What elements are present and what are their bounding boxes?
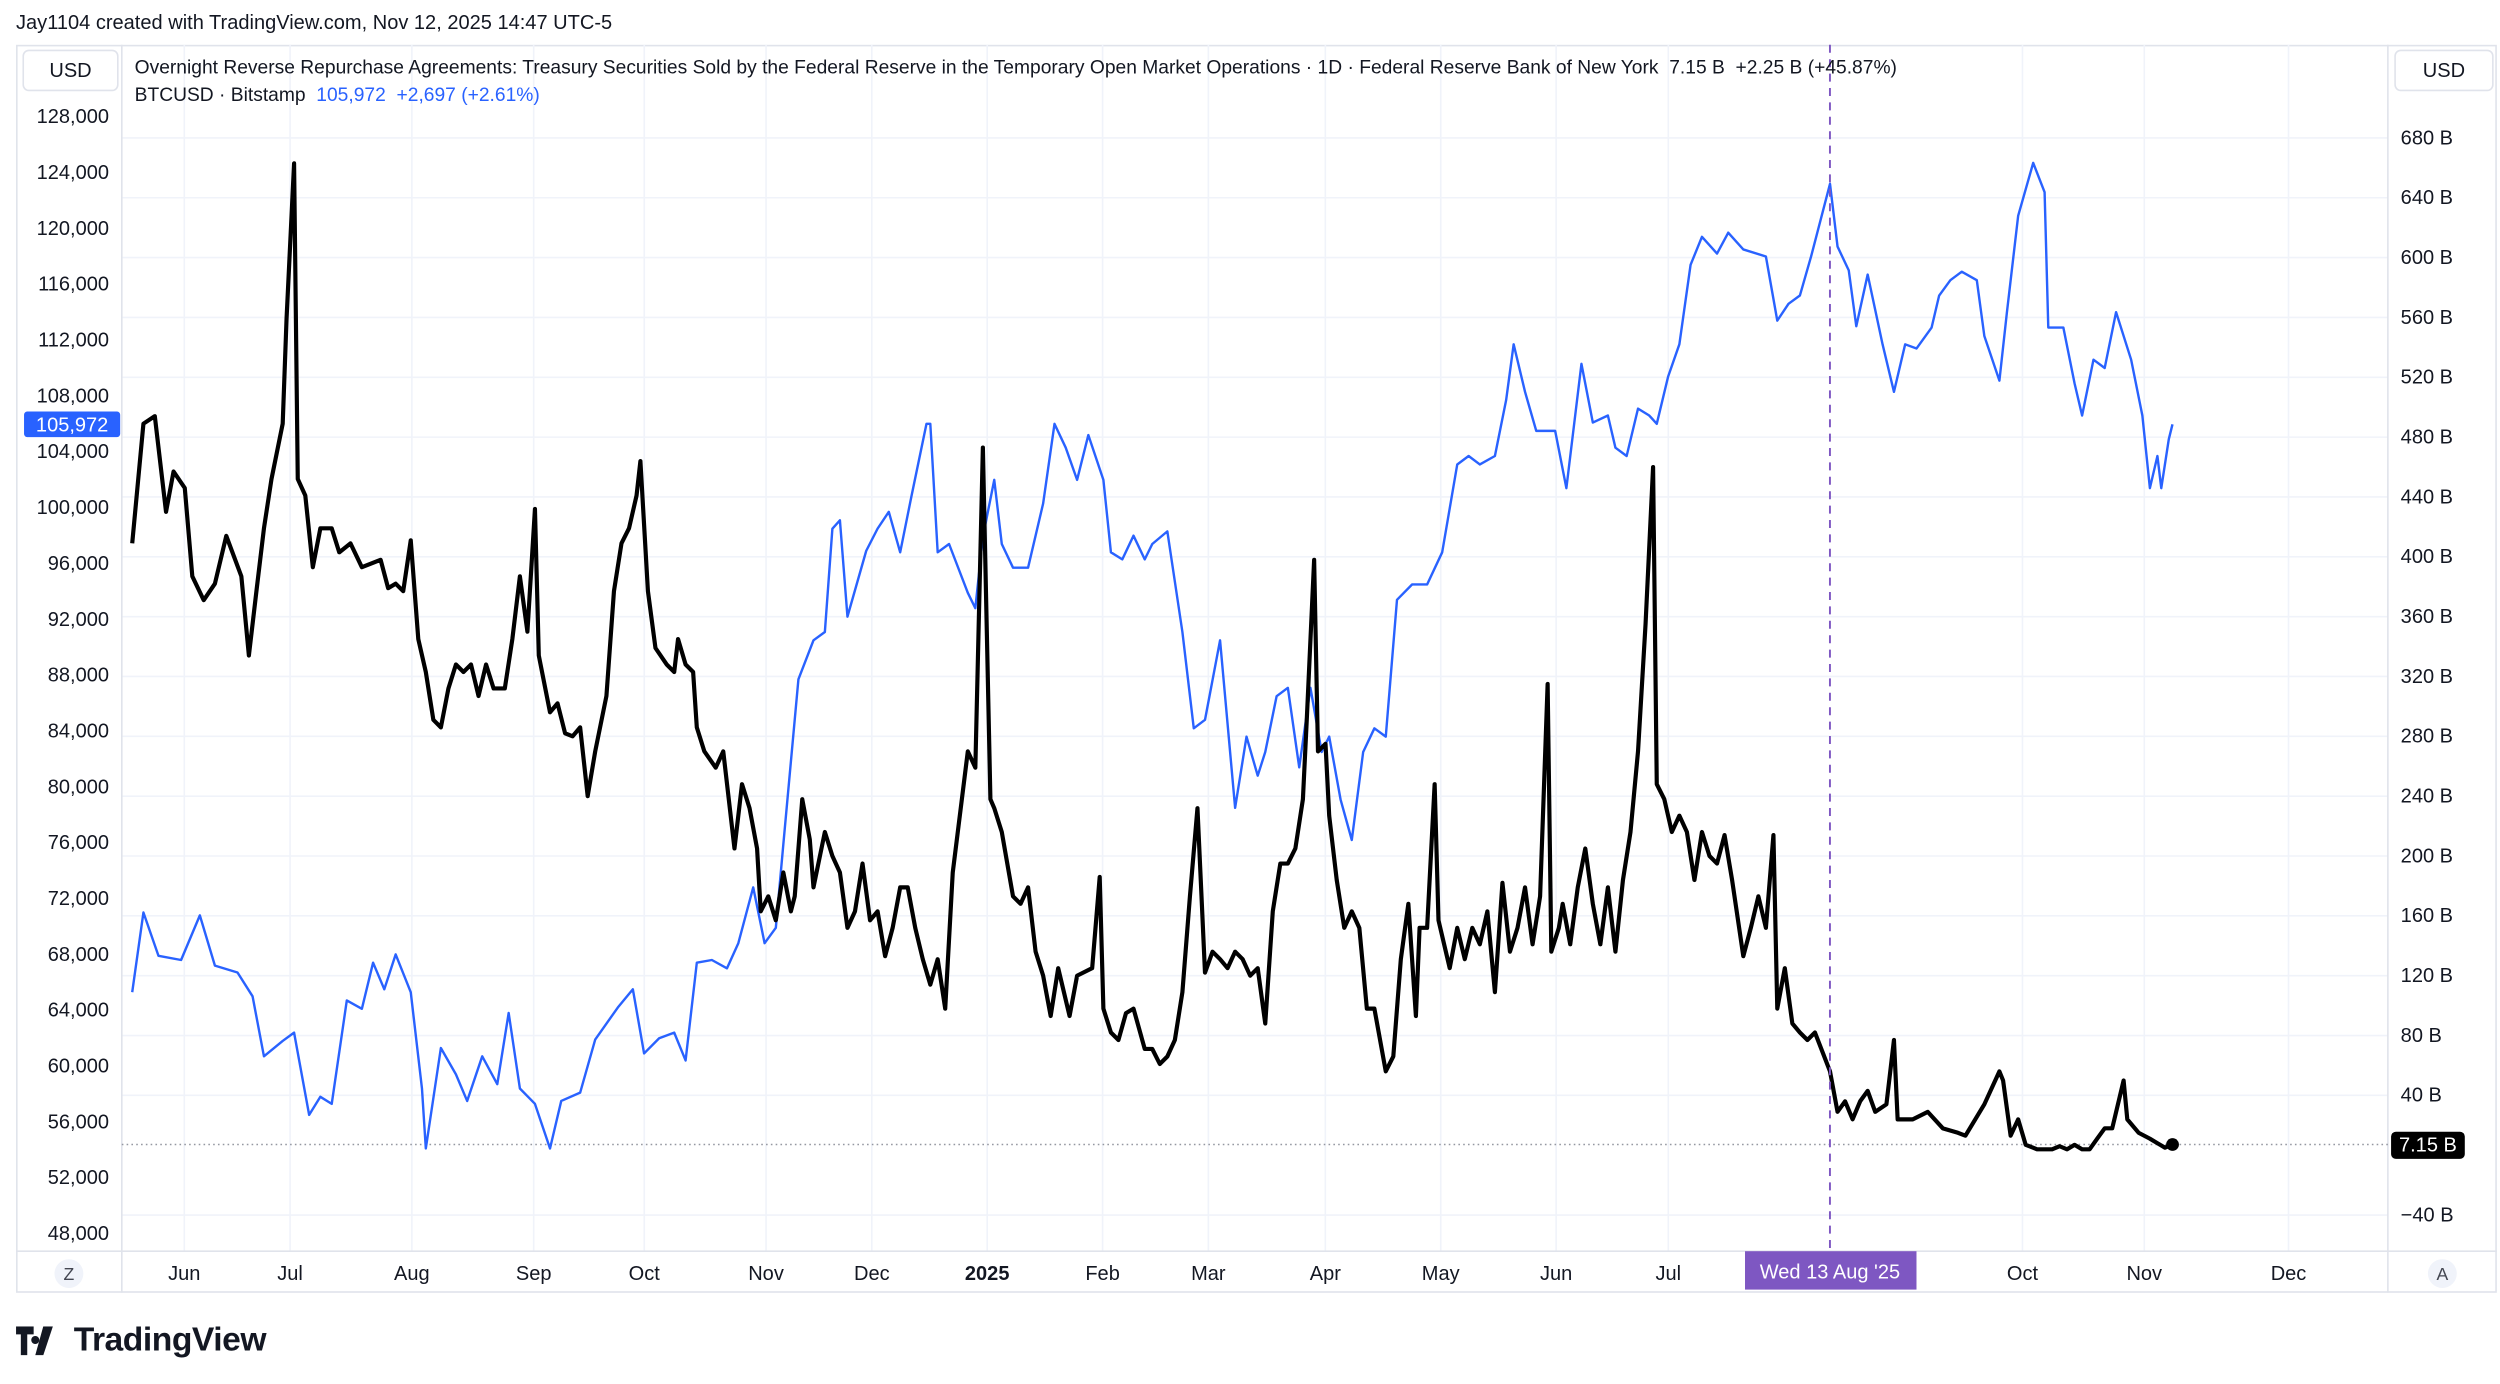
right-tick-label: 520 B — [2401, 367, 2453, 389]
left-tick-label: 72,000 — [48, 888, 109, 910]
svg-text:7.15 B: 7.15 B — [2399, 1135, 2457, 1157]
time-tick-label: Jul — [277, 1263, 303, 1285]
series-line-btcusd — [131, 161, 2174, 1150]
left-tick-label: 84,000 — [48, 720, 109, 742]
right-tick-label: 280 B — [2401, 726, 2453, 748]
left-tick-label: 64,000 — [48, 1000, 109, 1022]
right-tick-label: 640 B — [2401, 187, 2453, 209]
time-tick-label: Nov — [748, 1263, 784, 1285]
right-tick-label: 560 B — [2401, 307, 2453, 329]
left-tick-label: 80,000 — [48, 776, 109, 798]
btc-points — [132, 162, 2173, 1149]
left-tick-label: 96,000 — [48, 553, 109, 575]
auto-scale-left-button[interactable]: Z — [54, 1259, 84, 1288]
svg-text:A: A — [2436, 1264, 2448, 1284]
legend-rrp-value: 7.15 B — [1669, 56, 1725, 79]
left-tick-label: 56,000 — [48, 1111, 109, 1133]
right-axis-ticks: 680 B 640 B 600 B 560 B 520 B 480 B 440 B 400 B… — [2401, 127, 2454, 1226]
brand-name: TradingView — [73, 1321, 267, 1359]
tradingview-logo[interactable]: TradingView — [16, 1321, 267, 1360]
rrp-last-point — [2166, 1138, 2179, 1151]
time-tick-label: Dec — [2271, 1263, 2307, 1285]
left-tick-label: 88,000 — [48, 665, 109, 687]
right-tick-label: 440 B — [2401, 486, 2453, 508]
time-tick-label: Oct — [629, 1263, 661, 1285]
svg-text:Z: Z — [64, 1264, 75, 1284]
legend-btc[interactable]: BTCUSD · Bitstamp 105,972 +2,697 (+2.61%… — [135, 83, 540, 105]
tradingview-logo-icon — [16, 1326, 53, 1356]
time-axis-ticks: Jun Jul Aug Sep Oct Nov Dec 2025 Feb Mar Apr May Jun… — [168, 1263, 2306, 1285]
time-tick-label: Dec — [854, 1263, 890, 1285]
right-tick-label: 80 B — [2401, 1025, 2442, 1047]
left-tick-label: 108,000 — [37, 385, 109, 407]
time-tick-label: Mar — [1191, 1263, 1226, 1285]
right-tick-label: 40 B — [2401, 1085, 2442, 1107]
right-tick-label: 400 B — [2401, 546, 2453, 568]
legend-btc-change: +2,697 (+2.61%) — [396, 83, 540, 106]
svg-text:Wed 13 Aug '25: Wed 13 Aug '25 — [1760, 1261, 1900, 1283]
time-tick-label: 2025 — [965, 1263, 1010, 1285]
time-tick-label: May — [1422, 1263, 1460, 1285]
rrp-points — [132, 163, 2173, 1150]
time-tick-label: Oct — [2007, 1263, 2039, 1285]
time-tick-label: Sep — [516, 1263, 552, 1285]
right-tick-label: 200 B — [2401, 845, 2453, 867]
rrp-price-label: 7.15 B — [2391, 1131, 2465, 1159]
left-tick-label: 60,000 — [48, 1055, 109, 1077]
time-tick-label: Aug — [394, 1263, 430, 1285]
right-tick-label: 600 B — [2401, 247, 2453, 269]
auto-scale-right-button[interactable]: A — [2427, 1259, 2457, 1288]
right-tick-label: 320 B — [2401, 666, 2453, 688]
left-tick-label: 92,000 — [48, 609, 109, 631]
left-tick-label: 68,000 — [48, 944, 109, 966]
left-tick-label: 104,000 — [37, 441, 109, 463]
right-tick-label: 480 B — [2401, 427, 2453, 449]
right-scale-currency-button[interactable]: USD — [2394, 49, 2494, 92]
crosshair-date-label: Wed 13 Aug '25 — [1745, 1251, 1917, 1290]
left-tick-label: 124,000 — [37, 162, 109, 184]
chart-frame — [16, 44, 2497, 1293]
legend-rrp[interactable]: Overnight Reverse Repurchase Agreements:… — [135, 56, 1897, 78]
left-tick-label: 116,000 — [38, 274, 109, 296]
time-tick-label: Apr — [1310, 1263, 1341, 1285]
credit-line: Jay1104 created with TradingView.com, No… — [16, 11, 613, 34]
right-tick-label: 360 B — [2401, 606, 2453, 628]
left-tick-label: 120,000 — [37, 218, 109, 240]
left-scale-currency-button[interactable]: USD — [22, 49, 119, 92]
left-tick-label: 100,000 — [37, 497, 109, 519]
legend-btc-value: 105,972 — [316, 83, 386, 106]
right-tick-label: 120 B — [2401, 965, 2453, 987]
left-tick-label: 76,000 — [48, 832, 109, 854]
time-tick-label: Jul — [1656, 1263, 1682, 1285]
left-tick-label: 52,000 — [48, 1167, 109, 1189]
legend-rrp-change: +2.25 B (+45.87%) — [1735, 56, 1897, 79]
right-tick-label: −40 B — [2401, 1204, 2454, 1226]
btc-price-label: 105,972 — [24, 411, 121, 438]
svg-text:105,972: 105,972 — [36, 415, 108, 437]
right-tick-label: 680 B — [2401, 127, 2453, 149]
left-tick-label: 48,000 — [48, 1223, 109, 1245]
right-tick-label: 240 B — [2401, 786, 2453, 808]
time-tick-label: Jun — [1540, 1263, 1572, 1285]
right-tick-label: 160 B — [2401, 905, 2453, 927]
grid-lines — [121, 44, 2388, 1252]
left-axis-ticks: 128,000 124,000 120,000 116,000 112,000 108,0… — [37, 106, 109, 1245]
legend-rrp-title: Overnight Reverse Repurchase Agreements:… — [134, 56, 1659, 79]
left-tick-label: 112,000 — [38, 330, 109, 352]
time-tick-label: Feb — [1085, 1263, 1119, 1285]
time-tick-label: Jun — [168, 1263, 200, 1285]
legend-btc-title: BTCUSD · Bitstamp — [134, 83, 306, 106]
left-tick-label: 128,000 — [37, 106, 109, 128]
time-tick-label: Nov — [2126, 1263, 2162, 1285]
series-line-rrp — [130, 161, 2174, 1152]
